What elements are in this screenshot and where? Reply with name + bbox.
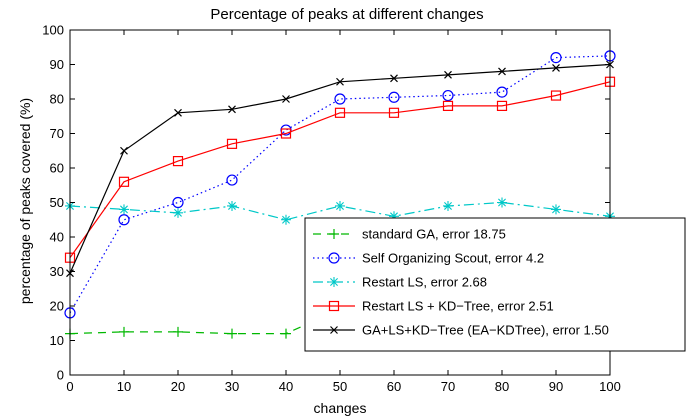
data-point	[442, 89, 454, 102]
x-tick-label: 10	[117, 379, 131, 394]
data-point	[227, 328, 237, 339]
legend-label: Self Organizing Scout, error 4.2	[362, 251, 544, 266]
legend-marker	[330, 326, 338, 334]
series-1	[64, 50, 616, 319]
legend-label: Restart LS, error 2.68	[362, 275, 487, 290]
series-line	[69, 55, 611, 314]
data-point	[388, 107, 400, 118]
y-tick-label: 20	[50, 299, 64, 314]
legend-label: standard GA, error 18.75	[362, 227, 506, 242]
series-line	[69, 308, 611, 335]
series-line	[69, 81, 611, 259]
y-tick-label: 30	[50, 264, 64, 279]
data-point	[552, 64, 560, 72]
x-tick-label: 70	[441, 379, 455, 394]
y-axis-label: percentage of peaks covered (%)	[17, 98, 33, 304]
data-point	[389, 211, 399, 222]
data-point	[172, 156, 184, 167]
data-point	[280, 128, 292, 139]
data-point	[226, 174, 238, 186]
data-point	[442, 100, 454, 112]
data-point	[390, 74, 398, 83]
axes: 0 10 20 30 40 50 60 70 80 90 100 0 10 20 30 40 50 60 70 80 9…	[42, 23, 621, 395]
x-tick-label: 60	[387, 379, 401, 394]
data-point	[281, 214, 291, 225]
y-tick-label: 90	[50, 57, 64, 72]
data-point	[550, 90, 562, 101]
y-tick-label: 70	[50, 126, 64, 141]
x-tick-label: 90	[549, 379, 563, 394]
y-tick-label: 60	[50, 161, 64, 176]
data-point	[550, 51, 562, 64]
data-point	[119, 326, 129, 337]
data-point	[335, 200, 345, 211]
x-axis-label: changes	[314, 400, 367, 416]
x-tick-label: 20	[171, 379, 185, 394]
series-3	[64, 76, 616, 263]
x-tick-label: 30	[225, 379, 239, 394]
data-point	[496, 86, 508, 98]
data-point	[496, 100, 508, 112]
data-point	[174, 108, 182, 117]
data-point	[551, 204, 561, 215]
data-point	[119, 204, 129, 215]
data-point	[227, 200, 237, 211]
data-point	[120, 146, 128, 155]
legend-marker	[328, 252, 340, 264]
data-point	[118, 214, 130, 226]
legend-marker	[328, 300, 340, 312]
y-tick-label: 80	[50, 92, 64, 107]
data-point	[334, 107, 346, 118]
data-point	[226, 138, 238, 149]
data-point	[334, 93, 346, 105]
legend-marker	[329, 229, 339, 239]
data-point	[443, 200, 453, 211]
x-tick-label: 40	[279, 379, 293, 394]
x-tick-label: 100	[599, 379, 621, 394]
legend-label: GA+LS+KD−Tree (EA−KDTree), error 1.50	[362, 323, 609, 338]
x-tick-label: 80	[495, 379, 509, 394]
data-point	[172, 196, 184, 209]
legend-label: Restart LS + KD−Tree, error 2.51	[362, 299, 554, 314]
y-tick-label: 40	[50, 230, 64, 245]
series-4	[66, 60, 614, 278]
x-tick-label: 0	[66, 379, 73, 394]
legend-box	[304, 217, 686, 352]
data-point	[118, 176, 130, 187]
legend: standard GA, error 18.75 Self Organizing …	[304, 217, 686, 352]
data-point	[336, 77, 344, 86]
y-tick-label: 0	[57, 368, 64, 383]
data-point	[282, 95, 290, 103]
data-point	[444, 70, 452, 79]
chart-title: Percentage of peaks at different changes	[210, 6, 483, 23]
data-point	[173, 326, 183, 337]
data-point	[497, 197, 507, 208]
y-tick-label: 50	[50, 195, 64, 210]
data-point	[498, 67, 506, 76]
data-point	[388, 91, 400, 103]
legend-marker	[329, 277, 339, 287]
y-tick-label: 100	[42, 23, 64, 38]
data-point	[228, 105, 236, 114]
data-point	[281, 328, 291, 339]
x-tick-label: 50	[333, 379, 347, 394]
data-point	[173, 207, 183, 218]
y-tick-label: 10	[50, 333, 64, 348]
